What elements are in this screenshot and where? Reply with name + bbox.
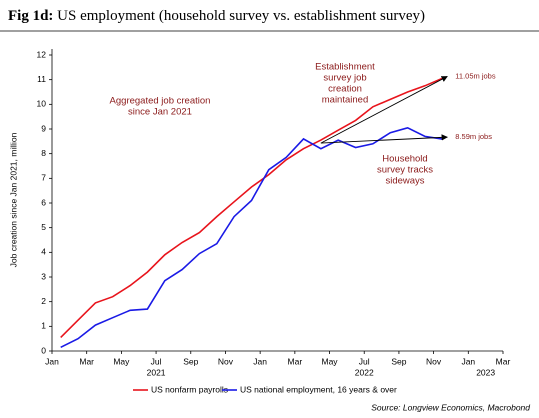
legend-label: US nonfarm payrolls bbox=[151, 384, 228, 394]
x-tick-label: Jan bbox=[253, 356, 267, 366]
annotation: maintained bbox=[322, 95, 368, 106]
y-tick-label: 5 bbox=[41, 222, 46, 232]
title-prefix: Fig 1d: bbox=[8, 8, 53, 24]
x-tick-label: Jan bbox=[45, 356, 59, 366]
y-tick-label: 10 bbox=[37, 99, 47, 109]
x-tick-label: Mar bbox=[79, 356, 94, 366]
end-label: 11.05m jobs bbox=[455, 71, 496, 80]
y-tick-label: 12 bbox=[37, 49, 47, 59]
title-text: US employment (household survey vs. esta… bbox=[57, 8, 425, 24]
x-tick-label: Nov bbox=[218, 356, 234, 366]
annotation: survey tracks bbox=[377, 165, 433, 176]
y-tick-label: 1 bbox=[41, 321, 46, 331]
x-tick-label: Jul bbox=[151, 356, 162, 366]
x-tick-label: Nov bbox=[426, 356, 442, 366]
x-tick-label: Jan bbox=[461, 356, 475, 366]
annotation: Household bbox=[382, 154, 427, 165]
x-tick-label: Mar bbox=[496, 356, 511, 366]
y-axis-label: Job creation since Jan 2021, million bbox=[8, 132, 18, 267]
x-year-label: 2021 bbox=[147, 367, 166, 377]
source: Source: Longview Economics, Macrobond bbox=[371, 402, 530, 412]
y-tick-label: 8 bbox=[41, 148, 46, 158]
y-tick-label: 6 bbox=[41, 197, 46, 207]
x-tick-label: May bbox=[322, 356, 339, 366]
y-tick-label: 2 bbox=[41, 296, 46, 306]
series-line bbox=[60, 77, 443, 338]
annotation: survey job bbox=[323, 73, 366, 84]
legend-label: US national employment, 16 years & over bbox=[240, 384, 397, 394]
x-tick-label: Sep bbox=[183, 356, 198, 366]
trend-arrow bbox=[320, 76, 448, 144]
y-tick-label: 4 bbox=[41, 247, 46, 257]
chart-title: Fig 1d: US employment (household survey … bbox=[8, 8, 425, 24]
trend-arrow bbox=[320, 134, 448, 144]
x-tick-label: May bbox=[113, 356, 130, 366]
annotation: since Jan 2021 bbox=[128, 107, 192, 118]
annotation: creation bbox=[328, 84, 362, 95]
annotation: Establishment bbox=[315, 62, 375, 73]
annotation: sideways bbox=[385, 176, 424, 187]
y-tick-label: 0 bbox=[41, 345, 46, 355]
x-year-label: 2022 bbox=[355, 367, 374, 377]
y-tick-label: 3 bbox=[41, 271, 46, 281]
y-tick-label: 11 bbox=[37, 74, 46, 84]
x-tick-label: Mar bbox=[288, 356, 303, 366]
x-tick-label: Sep bbox=[391, 356, 406, 366]
end-label: 8.59m jobs bbox=[455, 132, 492, 141]
annotation: Aggregated job creation bbox=[110, 96, 211, 107]
y-tick-label: 7 bbox=[41, 173, 46, 183]
y-tick-label: 9 bbox=[41, 123, 46, 133]
x-tick-label: Jul bbox=[359, 356, 370, 366]
x-year-label: 2023 bbox=[476, 367, 495, 377]
